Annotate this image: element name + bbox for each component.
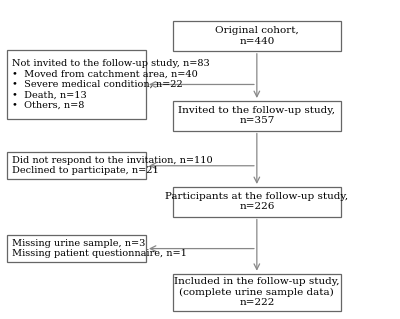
FancyBboxPatch shape bbox=[7, 50, 146, 119]
Text: Original cohort,
n=440: Original cohort, n=440 bbox=[215, 26, 299, 46]
Text: Invited to the follow-up study,
n=357: Invited to the follow-up study, n=357 bbox=[178, 106, 335, 125]
Text: Participants at the follow-up study,
n=226: Participants at the follow-up study, n=2… bbox=[165, 192, 348, 211]
Text: Not invited to the follow-up study, n=83
•  Moved from catchment area, n=40
•  S: Not invited to the follow-up study, n=83… bbox=[12, 59, 209, 110]
FancyBboxPatch shape bbox=[172, 187, 341, 217]
Text: Missing urine sample, n=3
Missing patient questionnaire, n=1: Missing urine sample, n=3 Missing patien… bbox=[12, 239, 186, 258]
FancyBboxPatch shape bbox=[7, 152, 146, 179]
FancyBboxPatch shape bbox=[172, 101, 341, 130]
FancyBboxPatch shape bbox=[172, 21, 341, 51]
FancyBboxPatch shape bbox=[172, 274, 341, 311]
Text: Included in the follow-up study,
(complete urine sample data)
n=222: Included in the follow-up study, (comple… bbox=[174, 278, 340, 307]
FancyBboxPatch shape bbox=[7, 235, 146, 262]
Text: Did not respond to the invitation, n=110
Declined to participate, n=21: Did not respond to the invitation, n=110… bbox=[12, 156, 212, 175]
